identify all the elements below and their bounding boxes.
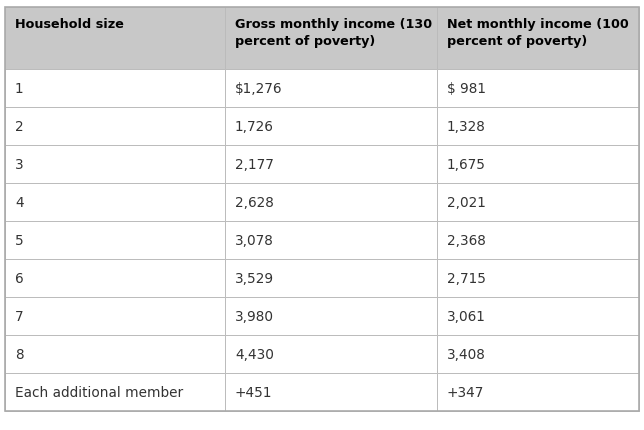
Bar: [437, 259, 639, 297]
Bar: [225, 259, 437, 297]
Text: 2: 2: [15, 120, 24, 134]
Text: +451: +451: [235, 385, 272, 399]
Bar: [5, 8, 225, 70]
Text: 3,408: 3,408: [447, 347, 486, 361]
Text: 1: 1: [15, 82, 24, 96]
Bar: [5, 70, 225, 108]
Bar: [5, 184, 225, 221]
Text: 2,628: 2,628: [235, 196, 274, 209]
Text: 3,061: 3,061: [447, 309, 486, 323]
Text: 1,726: 1,726: [235, 120, 274, 134]
Text: 3,529: 3,529: [235, 271, 274, 286]
Text: 2,715: 2,715: [447, 271, 486, 286]
Bar: [225, 184, 437, 221]
Text: 2,021: 2,021: [447, 196, 486, 209]
Bar: [225, 221, 437, 259]
Text: 4: 4: [15, 196, 24, 209]
Bar: [437, 221, 639, 259]
Text: 4,430: 4,430: [235, 347, 274, 361]
Bar: [437, 373, 639, 411]
Text: Gross monthly income (130
percent of poverty): Gross monthly income (130 percent of pov…: [235, 18, 432, 49]
Bar: [5, 259, 225, 297]
Bar: [225, 146, 437, 184]
Text: +347: +347: [447, 385, 484, 399]
Bar: [5, 335, 225, 373]
Bar: [437, 108, 639, 146]
Text: 7: 7: [15, 309, 24, 323]
Text: Household size: Household size: [15, 18, 124, 31]
Bar: [225, 70, 437, 108]
Text: 6: 6: [15, 271, 24, 286]
Text: 8: 8: [15, 347, 24, 361]
Bar: [437, 70, 639, 108]
Text: 2,177: 2,177: [235, 158, 274, 172]
Bar: [225, 373, 437, 411]
Bar: [225, 8, 437, 70]
Bar: [5, 221, 225, 259]
Text: Net monthly income (100
percent of poverty): Net monthly income (100 percent of pover…: [447, 18, 629, 49]
Text: $1,276: $1,276: [235, 82, 283, 96]
Text: 3,078: 3,078: [235, 233, 274, 247]
Bar: [437, 335, 639, 373]
Text: 1,675: 1,675: [447, 158, 486, 172]
Bar: [5, 297, 225, 335]
Bar: [437, 8, 639, 70]
Bar: [437, 297, 639, 335]
Text: 5: 5: [15, 233, 24, 247]
Bar: [5, 373, 225, 411]
Bar: [437, 146, 639, 184]
Bar: [5, 108, 225, 146]
Bar: [5, 146, 225, 184]
Text: 2,368: 2,368: [447, 233, 486, 247]
Text: $ 981: $ 981: [447, 82, 486, 96]
Bar: [225, 297, 437, 335]
Text: 3: 3: [15, 158, 24, 172]
Text: 3,980: 3,980: [235, 309, 274, 323]
Bar: [225, 335, 437, 373]
Text: 1,328: 1,328: [447, 120, 486, 134]
Bar: [225, 108, 437, 146]
Bar: [437, 184, 639, 221]
Text: Each additional member: Each additional member: [15, 385, 183, 399]
